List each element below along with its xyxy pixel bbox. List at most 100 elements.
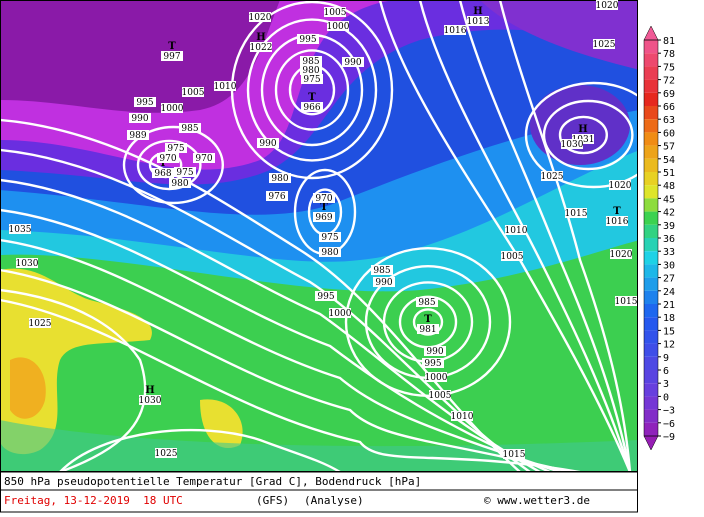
pressure-center-value: 969 bbox=[315, 213, 332, 223]
label-bg bbox=[29, 318, 51, 328]
isobar-label: 989 bbox=[129, 131, 146, 141]
label-bg bbox=[249, 12, 271, 22]
isobar-label: 1030 bbox=[16, 259, 39, 269]
label-bg bbox=[417, 324, 439, 334]
colorbar-segment bbox=[644, 198, 658, 212]
label-bg bbox=[16, 258, 38, 268]
colorbar-segment bbox=[644, 92, 658, 106]
map-title: 850 hPa pseudopotentielle Temperatur [Gr… bbox=[4, 475, 421, 488]
label-bg bbox=[501, 251, 523, 261]
label-bg bbox=[179, 123, 201, 133]
colorbar-segment bbox=[644, 158, 658, 172]
isobar bbox=[1, 238, 561, 471]
isobar-label: 975 bbox=[167, 144, 184, 154]
isobar-label: 1016 bbox=[444, 26, 467, 36]
colorbar-tick-label: 0 bbox=[663, 392, 669, 403]
isobar-label: 1025 bbox=[29, 319, 52, 329]
pressure-center-symbol: T bbox=[320, 202, 328, 213]
label-bg bbox=[297, 34, 319, 44]
colorbar-tick-label: 36 bbox=[663, 234, 675, 245]
label-bg bbox=[315, 291, 337, 301]
pressure-center-value: 997 bbox=[163, 52, 180, 62]
isobar-label: 975 bbox=[176, 168, 193, 178]
colorbar-segment bbox=[644, 66, 658, 80]
label-bg bbox=[319, 232, 341, 242]
pressure-center-value: 1013 bbox=[467, 17, 490, 27]
colorbar-tick-label: 33 bbox=[663, 247, 675, 258]
label-bg bbox=[157, 153, 179, 163]
label-bg bbox=[174, 167, 196, 177]
label-bg bbox=[161, 103, 183, 113]
colorbar-segment bbox=[644, 172, 658, 186]
colorbar-tick-label: 6 bbox=[663, 366, 669, 377]
isobar-label: 985 bbox=[302, 57, 319, 67]
isobar bbox=[499, 1, 632, 471]
colorbar-segment bbox=[644, 304, 658, 318]
isobar-label: 1025 bbox=[593, 40, 616, 50]
colorbar-tick-label: 24 bbox=[663, 287, 675, 298]
label-bg bbox=[169, 178, 191, 188]
colorbar-tick-label: 12 bbox=[663, 340, 675, 351]
colorbar-segment bbox=[644, 422, 658, 436]
colorbar-segment bbox=[644, 409, 658, 423]
label-bg bbox=[155, 448, 177, 458]
colorbar-segment bbox=[644, 119, 658, 133]
colorbar-segment bbox=[644, 264, 658, 278]
isobar bbox=[1, 268, 571, 471]
isobar-label: 995 bbox=[424, 359, 441, 369]
isobar-label: 1000 bbox=[329, 309, 352, 319]
pressure-center-symbol: H bbox=[145, 385, 154, 396]
label-bg bbox=[266, 191, 288, 201]
isobar bbox=[558, 115, 609, 155]
colorbar-tick-label: 78 bbox=[663, 49, 675, 60]
label-bg bbox=[313, 212, 335, 222]
isobar-label: 1005 bbox=[501, 252, 524, 262]
colorbar-tick-label: 57 bbox=[663, 142, 675, 153]
label-bg bbox=[429, 390, 451, 400]
isobar bbox=[59, 428, 341, 471]
colorbar-segment bbox=[644, 370, 658, 384]
colorbar-segment bbox=[644, 317, 658, 331]
isobar-label: 1035 bbox=[9, 225, 32, 235]
model-name: (GFS) bbox=[256, 494, 289, 507]
pressure-center-value: 968 bbox=[154, 169, 171, 179]
isobar-label: 1020 bbox=[609, 181, 632, 191]
colorbar-tick-label: 30 bbox=[663, 260, 675, 271]
isobar-label: 985 bbox=[373, 266, 390, 276]
label-bg bbox=[134, 97, 156, 107]
isobar bbox=[542, 99, 634, 171]
colorbar-tick-label: 81 bbox=[663, 36, 675, 47]
label-bg bbox=[257, 138, 279, 148]
colorbar-tick-label: 72 bbox=[663, 76, 675, 87]
label-bg bbox=[596, 0, 618, 10]
colorbar-segment bbox=[644, 106, 658, 120]
colorbar-tick-label: −3 bbox=[663, 406, 675, 417]
isobar-label: 995 bbox=[136, 98, 153, 108]
colorbar-segment bbox=[644, 185, 658, 199]
label-bg bbox=[615, 296, 637, 306]
pressure-center-symbol: T bbox=[613, 206, 621, 217]
label-bg bbox=[609, 180, 631, 190]
labels: T997H1022H1013T966T968T969T981H1030H1031… bbox=[9, 0, 638, 460]
colorbar-tick-label: 3 bbox=[663, 379, 669, 390]
label-bg bbox=[129, 113, 151, 123]
colorbar-tick-label: 45 bbox=[663, 194, 675, 205]
isobar-label: 995 bbox=[317, 292, 334, 302]
label-bg bbox=[416, 297, 438, 307]
isobar-label: 975 bbox=[303, 75, 320, 85]
isobar bbox=[274, 49, 350, 131]
colorbar-tick-label: 15 bbox=[663, 326, 675, 337]
colorbar-segment bbox=[644, 53, 658, 67]
label-bg bbox=[561, 139, 583, 149]
pressure-center-symbol: T bbox=[168, 41, 176, 52]
label-bg bbox=[422, 358, 444, 368]
isobar-label: 1000 bbox=[161, 104, 184, 114]
isobar bbox=[288, 64, 336, 116]
colorbar-tick-label: −6 bbox=[663, 419, 675, 430]
colorbar-tick-label: 51 bbox=[663, 168, 675, 179]
isobar-label: 1005 bbox=[429, 391, 452, 401]
isobar-label: 1010 bbox=[451, 412, 474, 422]
isobar-label: 995 bbox=[299, 35, 316, 45]
label-bg bbox=[610, 249, 632, 259]
